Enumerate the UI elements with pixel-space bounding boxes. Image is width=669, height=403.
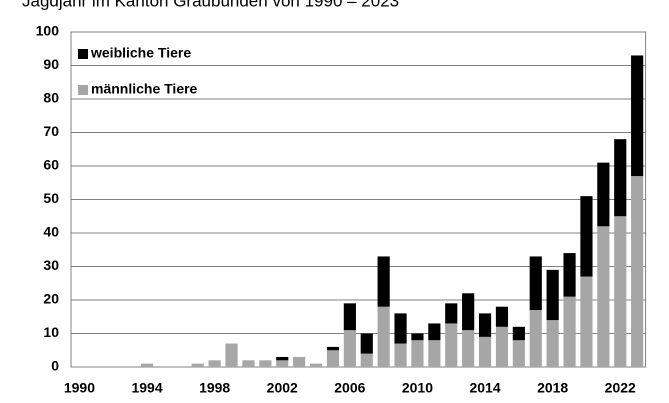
bar-segment bbox=[563, 296, 576, 367]
bar-segment bbox=[445, 303, 458, 324]
x-tick-label: 1998 bbox=[199, 380, 230, 396]
y-tick-label: 0 bbox=[51, 358, 59, 374]
bar-segment bbox=[343, 303, 356, 331]
bar-segment bbox=[614, 216, 627, 367]
bar-segment bbox=[411, 333, 424, 341]
y-tick-label: 100 bbox=[36, 23, 60, 39]
x-tick-label: 1994 bbox=[131, 380, 162, 396]
bar-segment bbox=[428, 340, 441, 367]
bar-segment bbox=[208, 360, 221, 367]
bar-segment bbox=[462, 330, 475, 367]
y-tick-label: 10 bbox=[43, 324, 59, 340]
y-tick-label: 20 bbox=[43, 291, 59, 307]
bar-segment bbox=[597, 162, 610, 227]
bar-segment bbox=[462, 293, 475, 331]
bar-segment bbox=[394, 343, 407, 367]
legend-swatch bbox=[78, 85, 88, 95]
bar-segment bbox=[360, 333, 373, 354]
bar-segment bbox=[309, 363, 323, 367]
bar-segment bbox=[495, 326, 509, 367]
x-tick-label: 2022 bbox=[605, 380, 636, 396]
bar-segment bbox=[445, 323, 458, 367]
bar-segment bbox=[529, 256, 542, 311]
bar-segment bbox=[529, 310, 542, 367]
bar-segment bbox=[563, 253, 576, 297]
bar-segment bbox=[614, 139, 627, 217]
bar-segment bbox=[394, 313, 407, 344]
bar-segment bbox=[343, 330, 356, 367]
bar-segment bbox=[495, 306, 509, 327]
bar-segment bbox=[512, 340, 525, 367]
bar-segment bbox=[276, 356, 289, 361]
y-tick-label: 40 bbox=[43, 224, 59, 240]
bar-segment bbox=[597, 226, 610, 367]
bar-segment bbox=[293, 356, 306, 367]
y-tick-label: 60 bbox=[43, 157, 59, 173]
y-tick-label: 30 bbox=[43, 257, 59, 273]
bar-segment bbox=[580, 196, 593, 277]
bar-segment bbox=[242, 360, 255, 367]
legend-swatch bbox=[78, 49, 88, 59]
y-tick-label: 50 bbox=[43, 190, 59, 206]
bar-segment bbox=[512, 326, 525, 341]
bar-segment bbox=[140, 363, 154, 367]
x-tick-label: 2002 bbox=[267, 380, 298, 396]
bar-segment bbox=[546, 320, 559, 367]
bar-segment bbox=[326, 350, 340, 367]
legend-label: weibliche Tiere bbox=[90, 45, 191, 61]
x-tick-label: 2010 bbox=[402, 380, 433, 396]
x-tick-label: 2006 bbox=[334, 380, 365, 396]
bar-segment bbox=[631, 55, 644, 177]
bar-segment bbox=[580, 276, 593, 367]
bar-segment bbox=[411, 340, 424, 367]
bar-segment bbox=[631, 176, 644, 367]
bar-segment bbox=[478, 336, 492, 367]
x-tick-label: 2014 bbox=[469, 380, 500, 396]
bar-segment bbox=[225, 343, 238, 367]
legend-label: männliche Tiere bbox=[91, 81, 198, 97]
bar-segment bbox=[326, 346, 340, 351]
plot-frame bbox=[70, 31, 647, 368]
bar-segment bbox=[546, 269, 559, 321]
bar-segment bbox=[259, 360, 272, 367]
bar-segment bbox=[377, 306, 390, 367]
chart-title: Jagdjahr im Kanton Graubünden von 1990 –… bbox=[22, 0, 399, 10]
bar-segment bbox=[276, 360, 289, 367]
y-tick-label: 70 bbox=[43, 123, 59, 139]
x-tick-label: 1990 bbox=[64, 380, 95, 396]
bar-segment bbox=[360, 353, 373, 367]
bar-segment bbox=[377, 256, 390, 307]
y-tick-label: 80 bbox=[43, 90, 59, 106]
bar-segment bbox=[478, 313, 492, 337]
y-tick-label: 90 bbox=[43, 56, 59, 72]
bar-segment bbox=[191, 363, 204, 367]
x-tick-label: 2018 bbox=[537, 380, 568, 396]
bar-segment bbox=[428, 323, 441, 341]
